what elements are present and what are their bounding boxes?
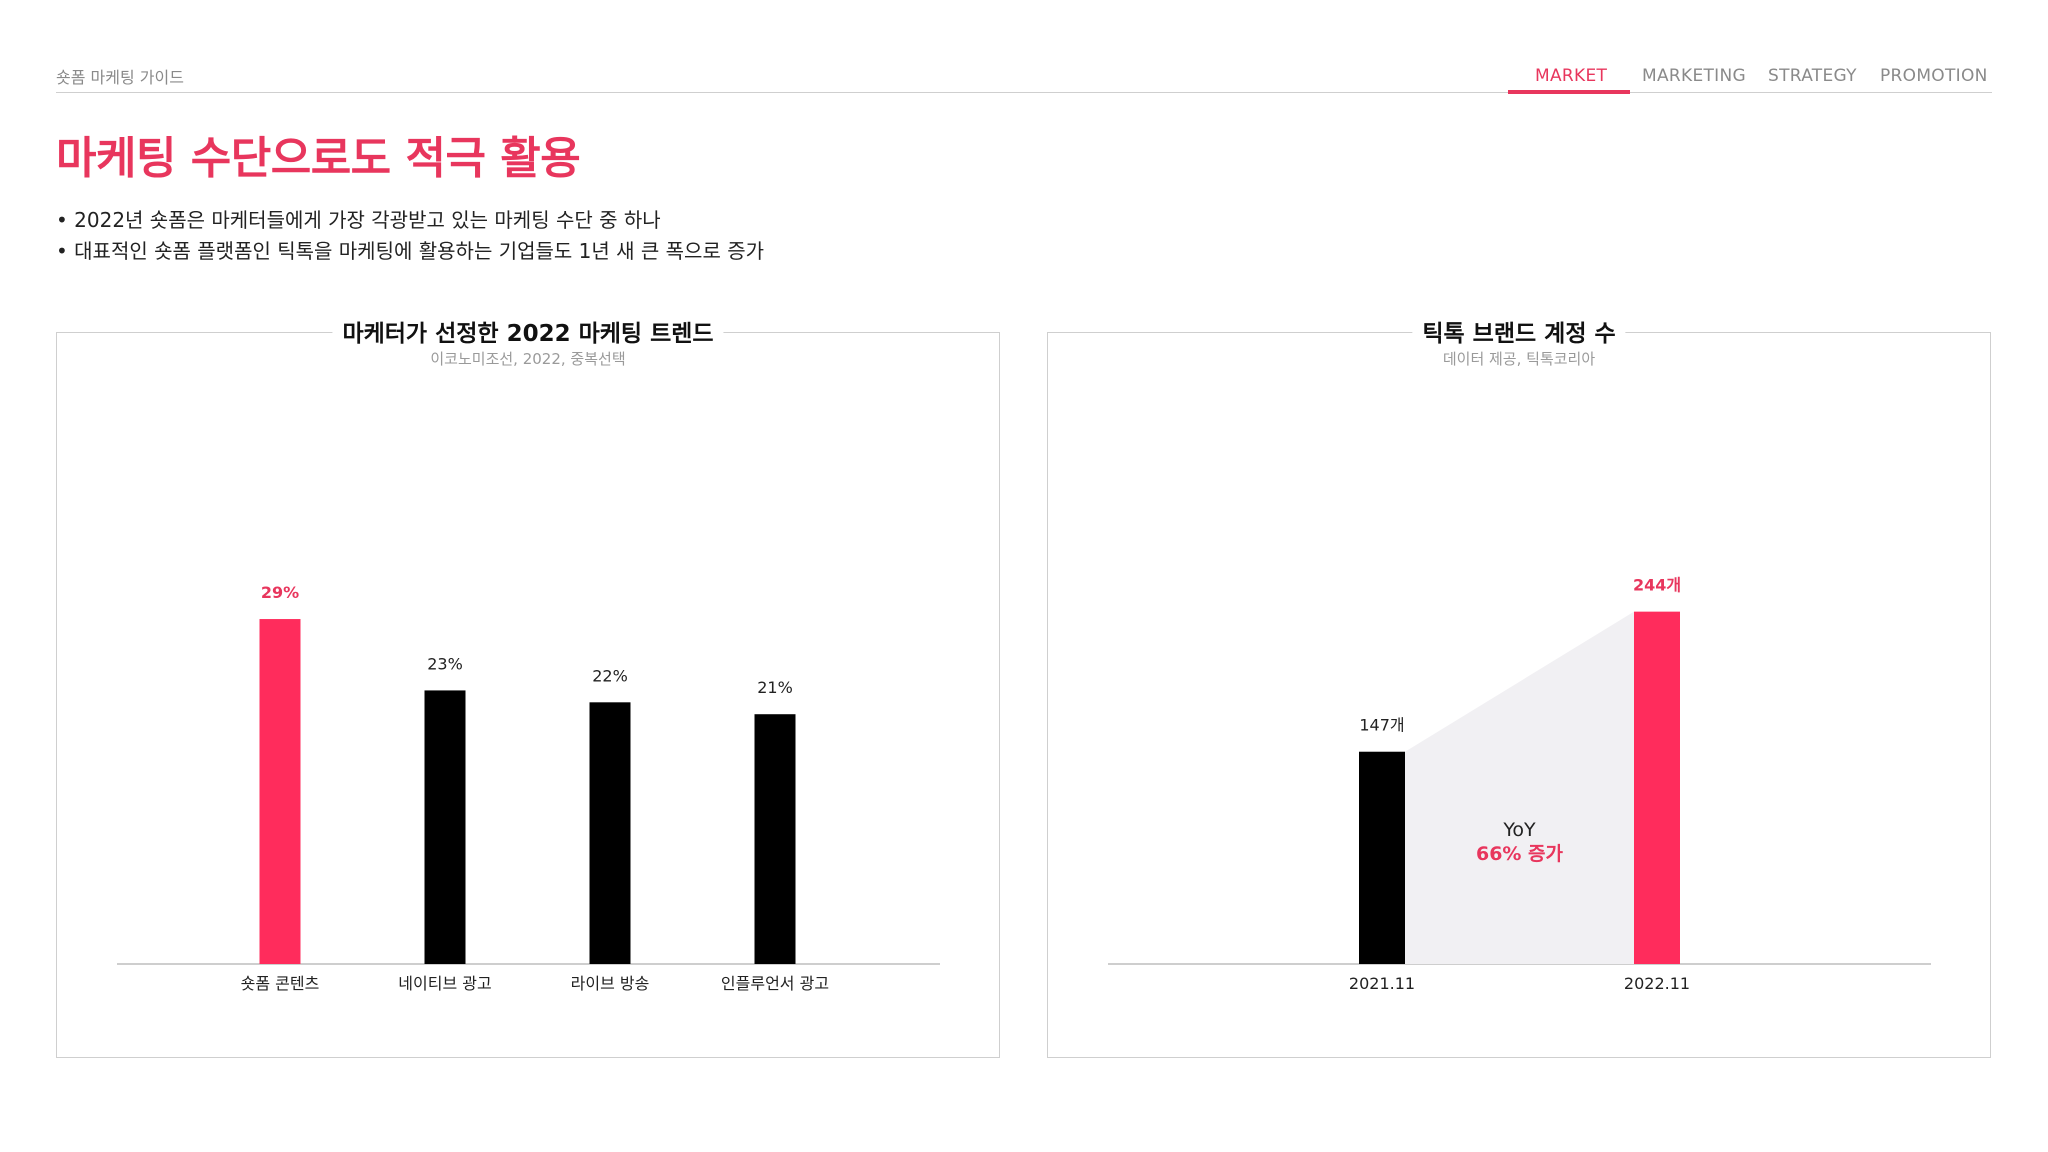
bar-2: [1634, 611, 1680, 964]
category-label-2: 2022.11: [1624, 974, 1690, 993]
bullet-1: • 2022년 숏폼은 마케터들에게 가장 각광받고 있는 마케팅 수단 중 하…: [56, 208, 661, 232]
nav-market[interactable]: MARKET: [1535, 66, 1608, 86]
bar-3: [589, 702, 631, 964]
yoy-label: YoY: [1502, 819, 1536, 841]
page-title: 마케팅 수단으로도 적극 활용: [56, 133, 581, 184]
bar-4: [754, 714, 796, 964]
data-label-2: 23%: [427, 654, 463, 673]
category-label-1: 숏폼 콘텐츠: [241, 974, 320, 993]
growth-shade-area: [1405, 611, 1634, 964]
nav-strategy[interactable]: STRATEGY: [1768, 66, 1857, 86]
data-label-3: 22%: [592, 666, 628, 685]
category-label-4: 인플루언서 광고: [721, 974, 829, 993]
data-label-1: 29%: [261, 583, 299, 602]
category-label-2: 네이티브 광고: [398, 974, 491, 993]
bar-1: [1359, 751, 1405, 964]
bar-1: [259, 619, 301, 964]
chart-subtitle-tiktok: 데이터 제공, 틱톡코리아: [1442, 350, 1596, 368]
data-label-1: 147개: [1359, 716, 1404, 735]
bar-2: [424, 690, 466, 964]
header-label: 숏폼 마케팅 가이드: [56, 68, 184, 87]
chart-title-trends: 마케터가 선정한 2022 마케팅 트렌드: [332, 314, 724, 348]
bullet-2: • 대표적인 숏폼 플랫폼인 틱톡을 마케팅에 활용하는 기업들도 1년 새 큰…: [56, 239, 765, 263]
chart-subtitle-trends: 이코노미조선, 2022, 중복선택: [430, 350, 626, 368]
nav-promotion[interactable]: PROMOTION: [1880, 66, 1988, 86]
header-divider: [56, 92, 1992, 93]
data-label-4: 21%: [757, 678, 793, 697]
trends-bar-chart: 29% 숏폼 콘텐츠 23% 네이티브 광고 22% 라이브 방송 21% 인플루언서 광고: [117, 583, 940, 993]
yoy-growth-label: 66% 증가: [1476, 843, 1564, 865]
nav-active-indicator: [1508, 90, 1630, 94]
data-label-2: 244개: [1633, 576, 1681, 595]
category-label-1: 2021.11: [1349, 974, 1415, 993]
category-label-3: 라이브 방송: [571, 974, 650, 993]
chart-title-tiktok: 틱톡 브랜드 계정 수: [1412, 314, 1626, 348]
nav-marketing[interactable]: MARKETING: [1642, 66, 1746, 86]
